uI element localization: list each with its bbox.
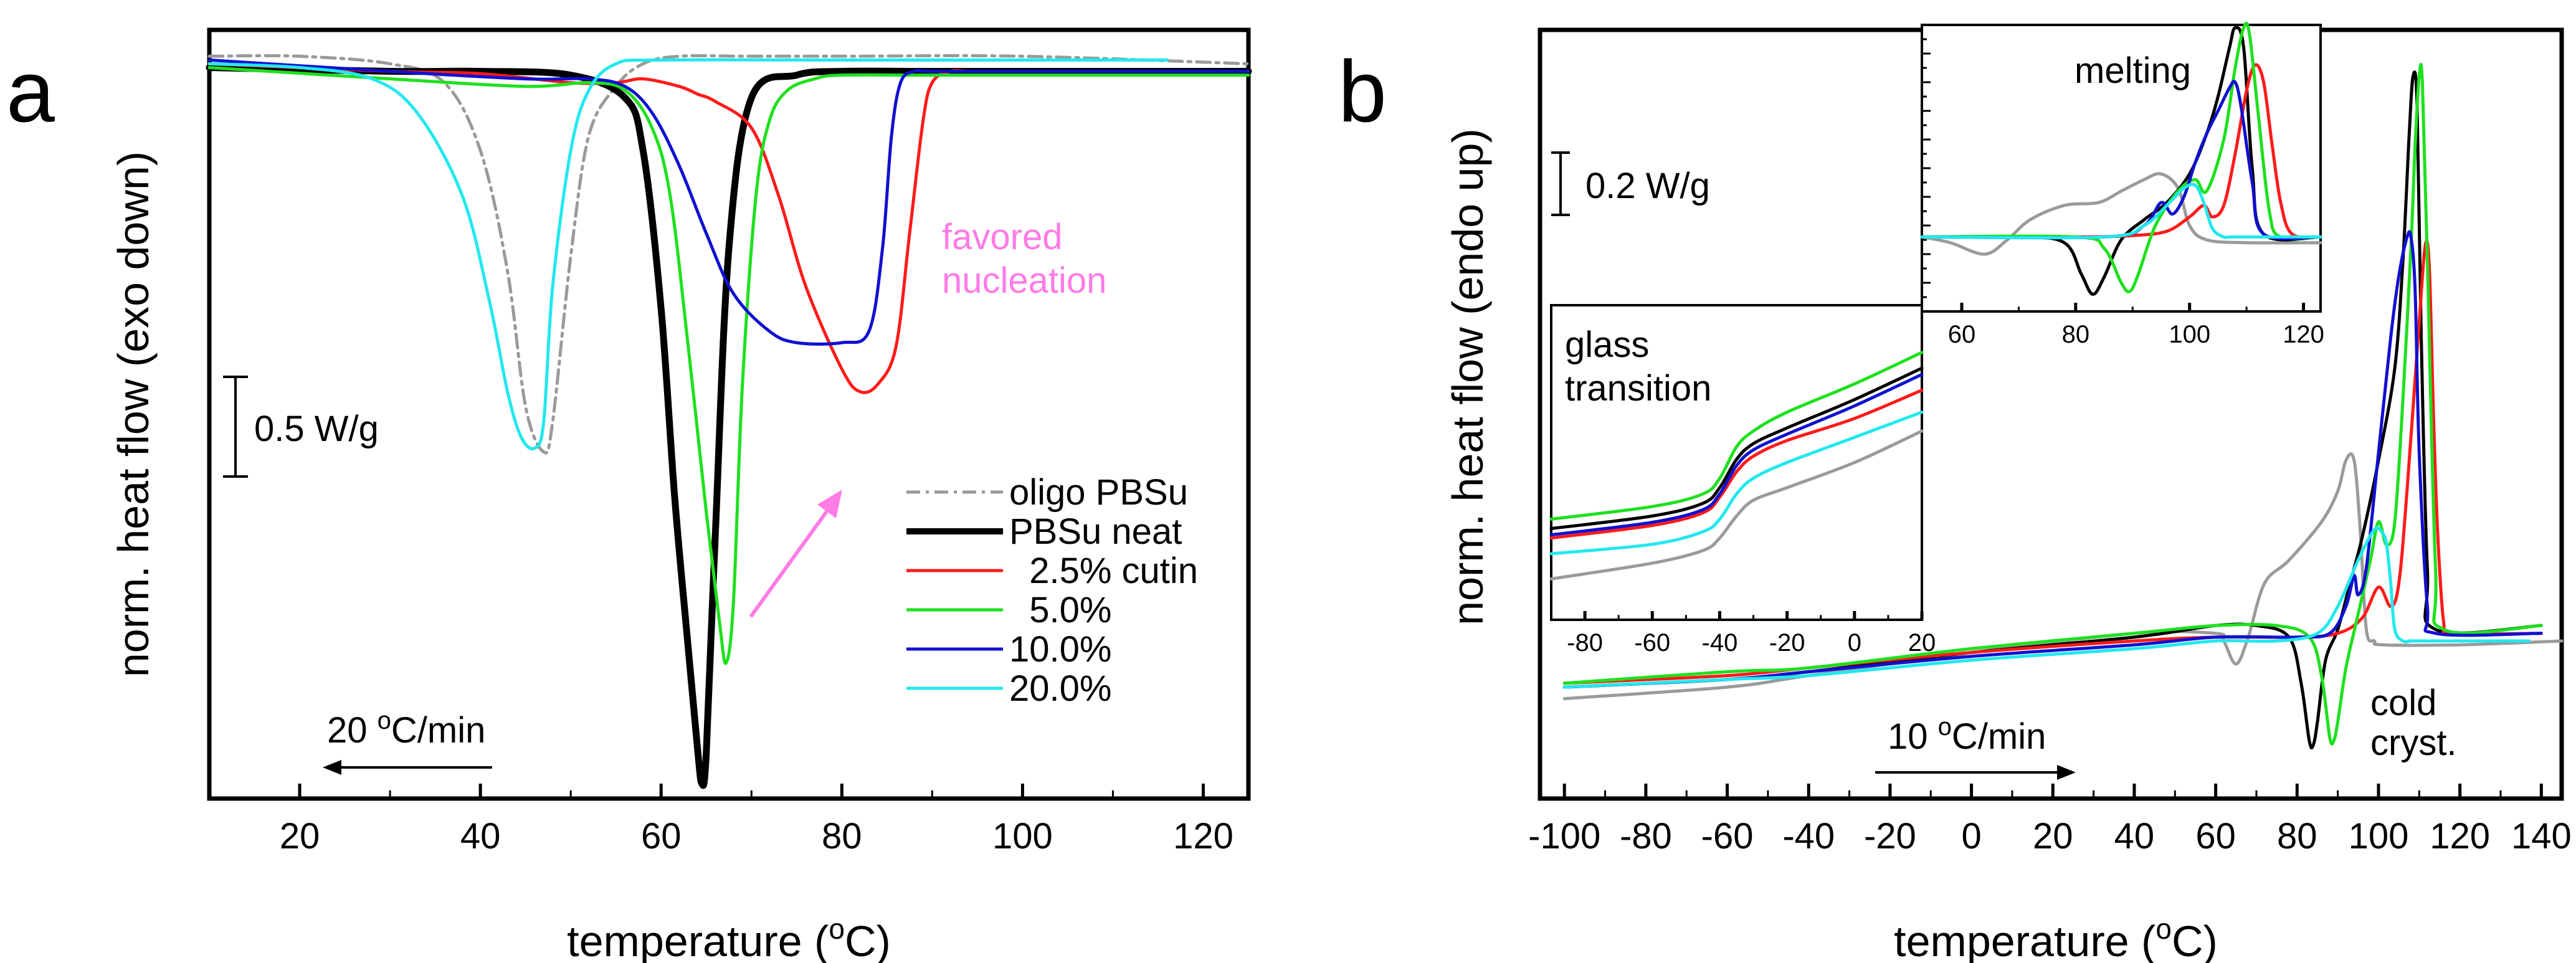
inset-melting-series-5-0 (1920, 21, 2322, 293)
inset-melting-xtick-label: 100 (2169, 321, 2210, 348)
panel-a-scale-bar: 0.5 W/g (223, 376, 379, 478)
inset-glass-label-line2: transition (1565, 368, 1711, 409)
inset-glass-frame (1550, 304, 1923, 621)
inset-glass-xtick-label: 20 (1908, 629, 1936, 657)
panel-a-series-20-0 (207, 58, 1169, 450)
legend-label-2-5-cutin: 2.5% cutin (1009, 551, 1198, 591)
inset-melting-label: melting (2075, 50, 2191, 91)
panel-b-xtick-label: -40 (1782, 816, 1835, 856)
inset-glass-series-pbsu-neat (1549, 366, 1924, 530)
panel-b-xtick-label: 40 (2114, 816, 2155, 856)
panel-a-series-oligo-pbsu (207, 54, 1250, 455)
legend-label-pbsu-neat: PBSu neat (1009, 511, 1182, 552)
panel-b-scale-bar: 0.2 W/g (1551, 151, 1710, 216)
panel-a-xtick-label: 40 (460, 816, 501, 856)
panel-b-x-axis-label: temperature (oC) (1894, 913, 2218, 963)
panel-a-rate-indicator: 20 oC/min (323, 707, 492, 775)
legend-label-oligo-pbsu: oligo PBSu (1009, 472, 1188, 513)
panel-b-xtick-label: 60 (2195, 816, 2236, 856)
panel-a-label: a (6, 42, 55, 140)
panel-a-x-ticks: 20 40 60 80 100 120 (280, 784, 1233, 856)
panel-b: b -100 -80 -60 -40 -20 0 20 40 60 80 100 120 140 tem… (1338, 21, 2572, 963)
panel-a-x-axis-label: temperature (oC) (567, 913, 891, 963)
legend-label-10-0: 10.0% (1009, 629, 1111, 670)
inset-glass-series-2-5-cutin (1549, 388, 1924, 540)
inset-melting-series (1920, 21, 2322, 296)
panel-a-xtick-label: 120 (1173, 816, 1233, 856)
arrow-up-right-icon (817, 490, 842, 518)
panel-b-series-10-0 (1562, 230, 2543, 689)
nucleation-arrow-line (749, 503, 834, 618)
inset-glass-xtick-label: -60 (1634, 629, 1670, 657)
panel-a-xtick-label: 20 (280, 816, 320, 856)
panel-b-xtick-label: -60 (1701, 816, 1754, 856)
inset-glass-xtick-label: -80 (1567, 629, 1603, 657)
inset-glass-xtick-label: 0 (1848, 629, 1861, 657)
inset-glass-series-5-0 (1549, 351, 1924, 521)
panel-b-xtick-label: 140 (2511, 816, 2572, 856)
inset-glass-xtick-label: -20 (1769, 629, 1805, 657)
inset-glass-series (1549, 351, 1924, 581)
inset-melting-series-20-0 (1920, 183, 2322, 240)
panel-b-xtick-label: 120 (2430, 816, 2490, 856)
annotation-cold: cold (2370, 683, 2436, 723)
panel-b-scale-bar-label: 0.2 W/g (1585, 166, 1710, 206)
panel-b-series-5-0 (1562, 63, 2543, 746)
panel-b-series (1562, 63, 2564, 750)
panel-b-xtick-label: -100 (1528, 816, 1600, 856)
annotation-favored: favored (942, 217, 1062, 257)
panel-b-x-ticks: -100 -80 -60 -40 -20 0 20 40 60 80 100 120 140 (1528, 784, 2572, 856)
legend-label-5-0: 5.0% (1009, 590, 1111, 630)
panel-a-xtick-label: 100 (992, 816, 1053, 856)
panel-b-xtick-label: 80 (2277, 816, 2317, 856)
inset-melting-xtick-label: 60 (1948, 321, 1976, 348)
panel-a-xtick-label: 80 (822, 816, 862, 856)
panel-b-rate-label: 10 oC/min (1888, 713, 2046, 757)
panel-b-series-20-0 (1562, 526, 2531, 689)
panel-b-y-axis-label: norm. heat flow (endo up) (1443, 128, 1492, 625)
inset-glass-series-20-0 (1549, 410, 1924, 556)
panel-b-xtick-label: -20 (1864, 816, 1916, 856)
panel-a-scale-bar-label: 0.5 W/g (254, 409, 379, 449)
inset-melting-series-oligo-pbsu (1920, 172, 2322, 256)
inset-glass-series-10-0 (1549, 372, 1924, 537)
annotation-nucleation: nucleation (942, 260, 1106, 301)
panel-b-rate-indicator: 10 oC/min (1875, 713, 2076, 780)
panel-b-xtick-label: 100 (2349, 816, 2409, 856)
panel-a-series (206, 54, 1252, 789)
panel-a-xtick-label: 60 (641, 816, 682, 856)
legend-label-20-0: 20.0% (1009, 668, 1111, 709)
inset-melting-xtick-label: 120 (2283, 321, 2324, 348)
inset-glass-label-line1: glass (1565, 325, 1649, 365)
inset-glass-xtick-label: -40 (1702, 629, 1738, 657)
panel-b-label: b (1338, 42, 1387, 140)
panel-a-series-pbsu-neat (206, 64, 1252, 789)
inset-melting: 60 80 100 120 melting (1920, 21, 2324, 348)
panel-a-y-axis-label: norm. heat flow (exo down) (109, 151, 158, 677)
panel-a-nucleation-annotation: favored nucleation (749, 217, 1106, 618)
panel-a: a 20 40 60 80 100 120 temperature (oC) norm. … (6, 27, 1252, 963)
annotation-cryst: cryst. (2370, 723, 2457, 763)
panel-b-xtick-label: -80 (1620, 816, 1672, 856)
panel-a-rate-label: 20 oC/min (327, 707, 485, 751)
panel-b-xtick-label: 0 (1961, 816, 1981, 856)
arrow-left-icon (323, 760, 341, 775)
panel-a-plot-frame (207, 27, 1251, 801)
arrow-right-icon (2057, 765, 2076, 780)
panel-a-series-10-0 (207, 58, 1250, 346)
inset-glass-x-ticks: -80 -60 -40 -20 0 20 (1567, 611, 1936, 657)
inset-glass-series-oligo-pbsu (1549, 429, 1924, 581)
inset-melting-series-pbsu-neat (1920, 26, 2322, 296)
inset-melting-xtick-label: 80 (2062, 321, 2090, 348)
panel-a-series-5-0 (207, 66, 1250, 665)
panel-b-xtick-label: 20 (2033, 816, 2073, 856)
inset-glass-transition: -80 -60 -40 -20 0 20 glass transition (1549, 304, 1936, 657)
inset-melting-ticks: 60 80 100 120 (1922, 38, 2324, 348)
